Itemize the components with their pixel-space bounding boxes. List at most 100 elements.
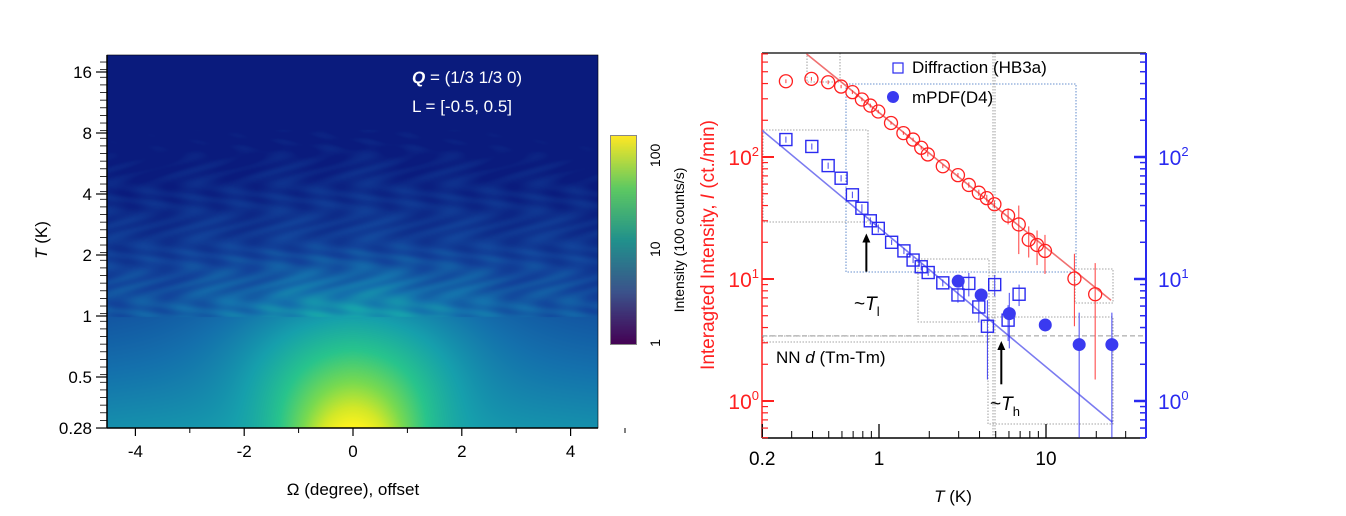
mpdf-filled-point — [1038, 318, 1052, 332]
legend-circle-marker — [887, 91, 899, 103]
colorbar-tick-label: 100 — [647, 144, 663, 168]
red-circle-point — [950, 167, 966, 183]
red-circle-point — [871, 104, 886, 119]
tick-exponent: 0 — [1181, 388, 1188, 403]
left-y-tick-label: 100 — [728, 388, 759, 414]
tick-base: 10 — [1158, 269, 1181, 292]
red-circle-point — [971, 185, 986, 200]
legend-entry-diffraction: Diffraction (HB3a) — [912, 58, 1047, 77]
diffraction-square-point — [779, 132, 793, 147]
red-circle-point — [845, 85, 860, 100]
right-y-tick-label: 100 — [1158, 388, 1189, 414]
x-axis-label: T (K) — [934, 487, 972, 506]
reference-line-label: NN d (Tm-Tm) — [776, 348, 886, 367]
x-tick-label: 2 — [457, 442, 466, 461]
diffraction-square-point — [855, 201, 869, 215]
y-tick-label: 16 — [73, 63, 92, 82]
mpdf-filled-point — [1002, 307, 1016, 321]
tick-exponent: 2 — [752, 144, 759, 159]
colorbar-label: Intensity (100 counts/s) — [671, 168, 687, 313]
tick-base: 10 — [1158, 147, 1181, 170]
red-circle-point — [987, 197, 1002, 212]
red-circle-point — [804, 71, 819, 87]
legend-entry-mpdf: mPDF(D4) — [912, 88, 993, 107]
red-circle-point — [935, 159, 950, 174]
diffraction-square-point — [897, 244, 911, 258]
tick-base: 10 — [728, 147, 751, 170]
legend-square-marker — [892, 62, 904, 74]
x-tick-label: 10 — [1035, 449, 1056, 470]
mpdf-filled-point — [1105, 338, 1119, 352]
red-circle-point — [1088, 287, 1103, 302]
mpdf-filled-point — [1072, 338, 1086, 352]
tick-exponent: 2 — [1181, 144, 1188, 159]
tick-base: 10 — [728, 391, 751, 414]
red-circle-point — [883, 115, 899, 131]
y-tick-label: 0.28 — [59, 419, 92, 438]
x-tick-label: 0 — [348, 442, 357, 461]
tick-exponent: 0 — [752, 388, 759, 403]
dotted-box — [845, 83, 1077, 273]
diffraction-square-point — [821, 158, 835, 173]
arrow-label-tl: ~Tl — [854, 294, 880, 319]
left-y-tick-label: 101 — [728, 266, 759, 292]
red-circle-point — [1067, 271, 1082, 286]
diffraction-square-point — [884, 235, 899, 249]
mpdf-filled-point — [974, 288, 988, 302]
diffraction-square-point — [871, 221, 885, 236]
diffraction-square-point — [1012, 287, 1026, 301]
left-y-axis-label: Interagted Intensity, I (ct./min) — [698, 120, 719, 370]
diffraction-square-point — [980, 319, 995, 333]
dotted-box — [762, 335, 990, 343]
red-circle-point — [1037, 243, 1053, 259]
y-tick-label: 0.5 — [68, 368, 92, 387]
red-circle-point — [833, 79, 849, 94]
red-circle-point — [896, 125, 911, 141]
diffraction-square-point — [951, 288, 965, 302]
red-circle-point — [1021, 232, 1036, 247]
tick-base: 10 — [728, 269, 751, 292]
y-tick-label: 8 — [83, 124, 92, 143]
x-tick-label: 4 — [566, 442, 575, 461]
red-circle-point — [905, 132, 921, 147]
red-circle-point — [961, 177, 976, 193]
colorbar-tick-label: 10 — [647, 241, 663, 257]
diffraction-square-point — [936, 276, 950, 290]
diffraction-square-point — [834, 171, 848, 185]
mpdf-filled-point — [951, 274, 965, 288]
y-tick-label: 2 — [83, 246, 92, 265]
diffraction-square-point — [863, 214, 878, 228]
diffraction-square-point — [988, 277, 1002, 292]
arrow-label-th: ~Th — [990, 394, 1020, 419]
x-tick-label: 1 — [874, 449, 885, 470]
red-circle-point — [1011, 217, 1026, 232]
l-range-annotation: L = [-0.5, 0.5] — [412, 97, 512, 116]
heatmap-frame — [106, 54, 599, 429]
dotted-box — [1074, 268, 1114, 304]
x-tick-label: 0.2 — [749, 449, 775, 470]
y-tick-label: 4 — [83, 185, 92, 204]
dotted-artifact-boxes — [762, 52, 1114, 438]
q-vector-annotation: Q = (1/3 1/3 0) — [412, 68, 522, 87]
diffraction-square-point — [921, 265, 935, 280]
tick-exponent: 1 — [1181, 266, 1188, 281]
red-circle-point — [1000, 208, 1016, 223]
arrow-head-icon — [862, 233, 871, 243]
red-circle-point — [820, 75, 836, 90]
x-tick-label: -4 — [128, 442, 143, 461]
right-y-tick-label: 102 — [1158, 144, 1189, 170]
dotted-box — [987, 316, 1114, 425]
diffraction-square-point — [805, 139, 819, 154]
arrow-head-icon — [997, 341, 1006, 351]
heatmap-image — [107, 55, 598, 428]
diffraction-square-point — [906, 253, 920, 267]
tick-exponent: 1 — [752, 266, 759, 281]
left-y-tick-label: 102 — [728, 144, 759, 170]
heatmap-y-label: T (K) — [32, 221, 51, 259]
red-circle-point — [778, 74, 794, 89]
red-circle-point — [920, 147, 935, 162]
y-tick-label: 1 — [83, 307, 92, 326]
